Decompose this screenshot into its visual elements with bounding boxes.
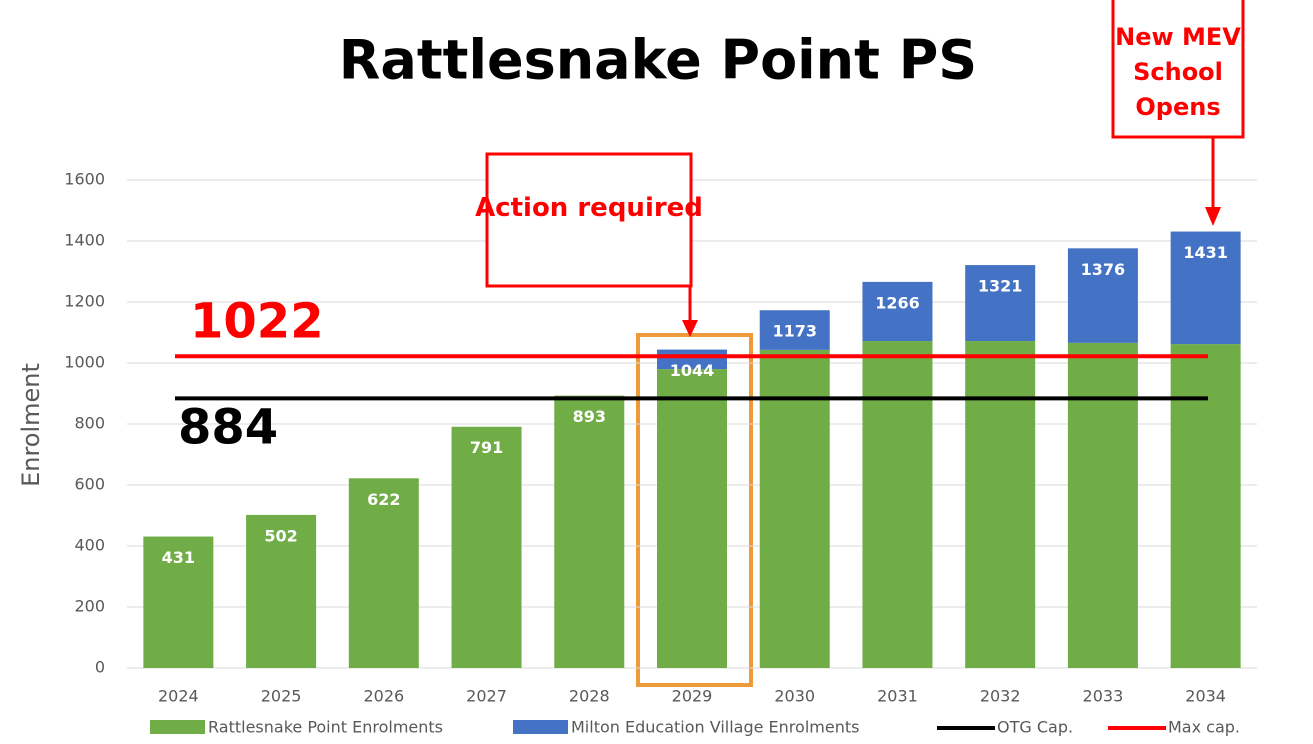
data-label: 1044 bbox=[670, 361, 715, 380]
x-tick-label: 2025 bbox=[261, 687, 302, 706]
bar-segment bbox=[451, 426, 522, 668]
y-tick-label: 1200 bbox=[64, 292, 105, 311]
bar-segment bbox=[759, 310, 830, 350]
x-tick-label: 2033 bbox=[1083, 687, 1124, 706]
data-label: 1321 bbox=[978, 277, 1023, 296]
data-label: 1376 bbox=[1081, 260, 1126, 279]
plot: 0 200 400 600 800 1000 1200 1400 1600 2024 431 2025… bbox=[64, 170, 1257, 706]
data-label: 1431 bbox=[1183, 243, 1228, 262]
legend-label: Rattlesnake Point Enrolments bbox=[208, 718, 443, 737]
x-tick-label: 2032 bbox=[980, 687, 1021, 706]
y-tick-label: 1600 bbox=[64, 170, 105, 189]
bar-segment bbox=[348, 478, 419, 668]
y-tick-label: 600 bbox=[74, 475, 105, 494]
bar-segment bbox=[965, 341, 1036, 668]
annotation-box bbox=[1111, 0, 1245, 139]
bar-segment bbox=[1170, 231, 1241, 345]
annotation-text: Action required bbox=[475, 193, 703, 223]
bar-segment bbox=[143, 536, 214, 668]
x-tick-label: 2028 bbox=[569, 687, 610, 706]
y-tick-label: 400 bbox=[74, 536, 105, 555]
x-tick-label: 2031 bbox=[877, 687, 918, 706]
data-label: 1266 bbox=[875, 293, 920, 312]
bar-segment bbox=[1067, 342, 1138, 668]
annotation-wrap: New MEV School Opens bbox=[1115, 23, 1241, 121]
highlight-box bbox=[636, 333, 753, 687]
annotation: Action required bbox=[475, 193, 703, 223]
data-label: 1173 bbox=[772, 322, 817, 341]
data-label: 431 bbox=[162, 548, 195, 567]
arrow-head bbox=[682, 320, 698, 337]
data-label: 893 bbox=[573, 407, 606, 426]
legend-swatch bbox=[150, 720, 205, 734]
y-tick-label: 200 bbox=[74, 597, 105, 616]
bar-segment bbox=[862, 341, 933, 668]
annotation: New MEV School Opens bbox=[1115, 23, 1241, 121]
x-tick-label: 2030 bbox=[774, 687, 815, 706]
annotation-box bbox=[485, 152, 693, 288]
bar-segment bbox=[657, 369, 727, 668]
bar-segment bbox=[1067, 248, 1138, 343]
legend-swatch bbox=[513, 720, 568, 734]
y-tick-label: 1400 bbox=[64, 231, 105, 250]
line-value-label: 884 bbox=[178, 399, 278, 455]
bar-segment bbox=[862, 281, 933, 342]
x-tick-label: 2029 bbox=[672, 687, 713, 706]
x-tick-label: 2027 bbox=[466, 687, 507, 706]
x-tick-label: 2034 bbox=[1185, 687, 1226, 706]
x-tick-label: 2024 bbox=[158, 687, 199, 706]
bar-segment bbox=[965, 265, 1036, 342]
legend-label: Max cap. bbox=[1168, 718, 1240, 737]
y-tick-label: 800 bbox=[74, 414, 105, 433]
data-label: 622 bbox=[367, 490, 400, 509]
data-label: 791 bbox=[470, 438, 503, 457]
chart-title: Rattlesnake Point PS bbox=[339, 29, 977, 92]
bar-segment bbox=[246, 514, 317, 668]
y-tick-label: 0 bbox=[95, 658, 105, 677]
x-tick-label: 2026 bbox=[363, 687, 404, 706]
y-tick-label: 1000 bbox=[64, 353, 105, 372]
y-axis-label: Enrolment bbox=[17, 363, 45, 487]
legend-label: Milton Education Village Enrolments bbox=[571, 718, 859, 737]
line-value-label: 1022 bbox=[190, 293, 324, 349]
data-label: 502 bbox=[264, 526, 297, 545]
bar-segment bbox=[554, 395, 625, 668]
bar-segment bbox=[759, 349, 830, 668]
arrow-head bbox=[1205, 207, 1221, 226]
bar-segment bbox=[1170, 344, 1241, 668]
legend-label: OTG Cap. bbox=[997, 718, 1073, 737]
